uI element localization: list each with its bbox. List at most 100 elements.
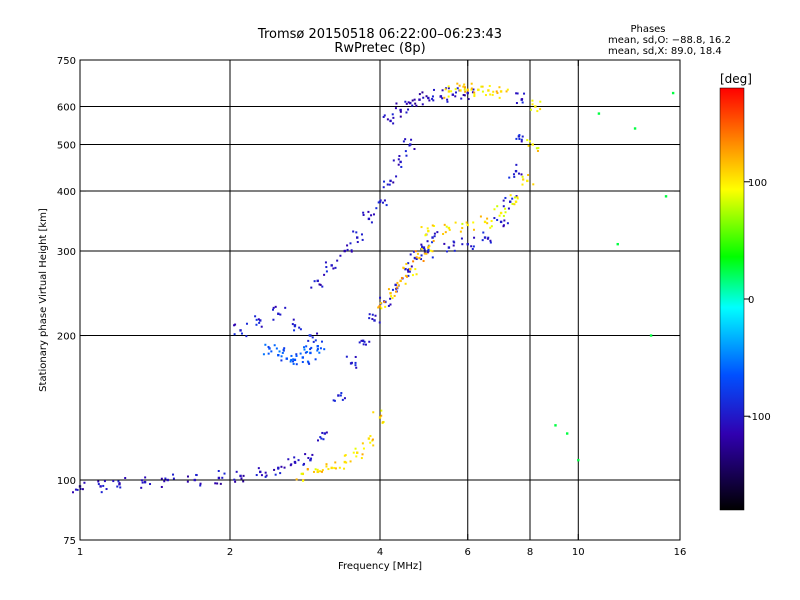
data-point: [433, 235, 436, 238]
data-point: [361, 238, 364, 241]
data-point: [394, 283, 397, 287]
data-point: [529, 108, 532, 111]
data-point: [392, 116, 395, 119]
data-point: [309, 458, 312, 462]
data-point: [447, 90, 451, 93]
data-points-layer: [72, 82, 675, 494]
data-point: [284, 306, 287, 309]
x-tick-label: 2: [227, 547, 233, 558]
data-point: [420, 258, 423, 261]
data-point: [514, 200, 518, 203]
data-point: [260, 474, 263, 477]
data-point: [393, 294, 396, 297]
data-point: [427, 249, 430, 253]
data-point: [416, 252, 419, 255]
data-point: [479, 215, 482, 218]
data-point: [316, 279, 319, 283]
data-point: [330, 466, 333, 470]
data-point: [290, 463, 293, 466]
data-point: [491, 93, 494, 96]
data-point: [234, 323, 237, 326]
chart-title: Tromsø 20150518 06:22:00–06:23:43: [257, 27, 502, 42]
data-point: [397, 284, 400, 287]
data-point: [257, 467, 260, 470]
data-point: [597, 112, 601, 115]
x-axis-label: Frequency [MHz]: [338, 561, 422, 572]
data-point: [324, 261, 327, 264]
data-point: [498, 86, 501, 89]
data-point: [421, 246, 424, 249]
data-point: [367, 217, 371, 221]
x-tick-label: 1: [77, 547, 83, 558]
data-point: [470, 82, 473, 85]
data-point: [483, 236, 487, 239]
data-point: [383, 114, 386, 117]
data-point: [255, 318, 258, 321]
data-point: [316, 332, 319, 335]
data-point: [223, 472, 226, 475]
data-point: [172, 473, 175, 476]
data-point: [364, 343, 367, 346]
data-point: [565, 432, 569, 435]
data-point: [283, 466, 286, 469]
data-point: [423, 252, 426, 255]
data-point: [459, 230, 462, 233]
data-point: [325, 270, 328, 273]
data-point: [362, 213, 365, 216]
data-point: [425, 95, 428, 98]
data-point: [506, 88, 509, 91]
data-point: [283, 347, 286, 350]
data-point: [295, 354, 298, 357]
data-point: [411, 99, 414, 102]
data-point: [671, 91, 675, 95]
data-point: [446, 100, 449, 103]
data-point: [363, 340, 366, 343]
x-tick-label: 8: [527, 547, 533, 558]
data-point: [381, 421, 384, 424]
data-point: [427, 246, 430, 249]
data-point: [325, 465, 328, 468]
data-point: [517, 135, 521, 138]
data-point: [514, 169, 518, 173]
data-point: [421, 91, 424, 94]
data-point: [116, 485, 119, 488]
data-point: [321, 431, 324, 434]
data-point: [633, 127, 637, 130]
data-point: [370, 214, 373, 217]
data-point: [316, 345, 319, 348]
colorbar-label: [deg]: [720, 72, 752, 86]
data-point: [361, 442, 364, 445]
data-point: [295, 353, 298, 356]
data-point: [160, 477, 163, 480]
x-tick-label: 6: [465, 547, 471, 558]
data-point: [299, 352, 302, 355]
grid-layer: [80, 60, 680, 540]
data-point: [428, 245, 431, 248]
data-point: [489, 241, 492, 244]
data-point: [427, 96, 430, 100]
data-point: [373, 319, 376, 322]
data-point: [463, 83, 466, 86]
data-point: [407, 108, 410, 111]
data-point: [418, 98, 421, 101]
data-point: [466, 89, 469, 92]
data-point: [310, 457, 313, 460]
data-point: [239, 329, 242, 332]
data-point: [454, 95, 457, 98]
data-point: [186, 480, 189, 483]
data-point: [378, 200, 382, 203]
data-point: [321, 469, 324, 472]
data-point: [255, 323, 258, 326]
data-point: [521, 101, 524, 104]
data-point: [279, 472, 282, 475]
data-point: [487, 236, 490, 239]
data-point: [504, 207, 507, 210]
data-point: [447, 226, 451, 230]
data-point: [318, 351, 321, 354]
data-point: [431, 95, 434, 98]
y-tick-label: 750: [57, 56, 76, 67]
data-point: [498, 96, 501, 99]
data-point: [456, 87, 459, 90]
data-point: [521, 98, 524, 101]
data-point: [325, 431, 328, 434]
